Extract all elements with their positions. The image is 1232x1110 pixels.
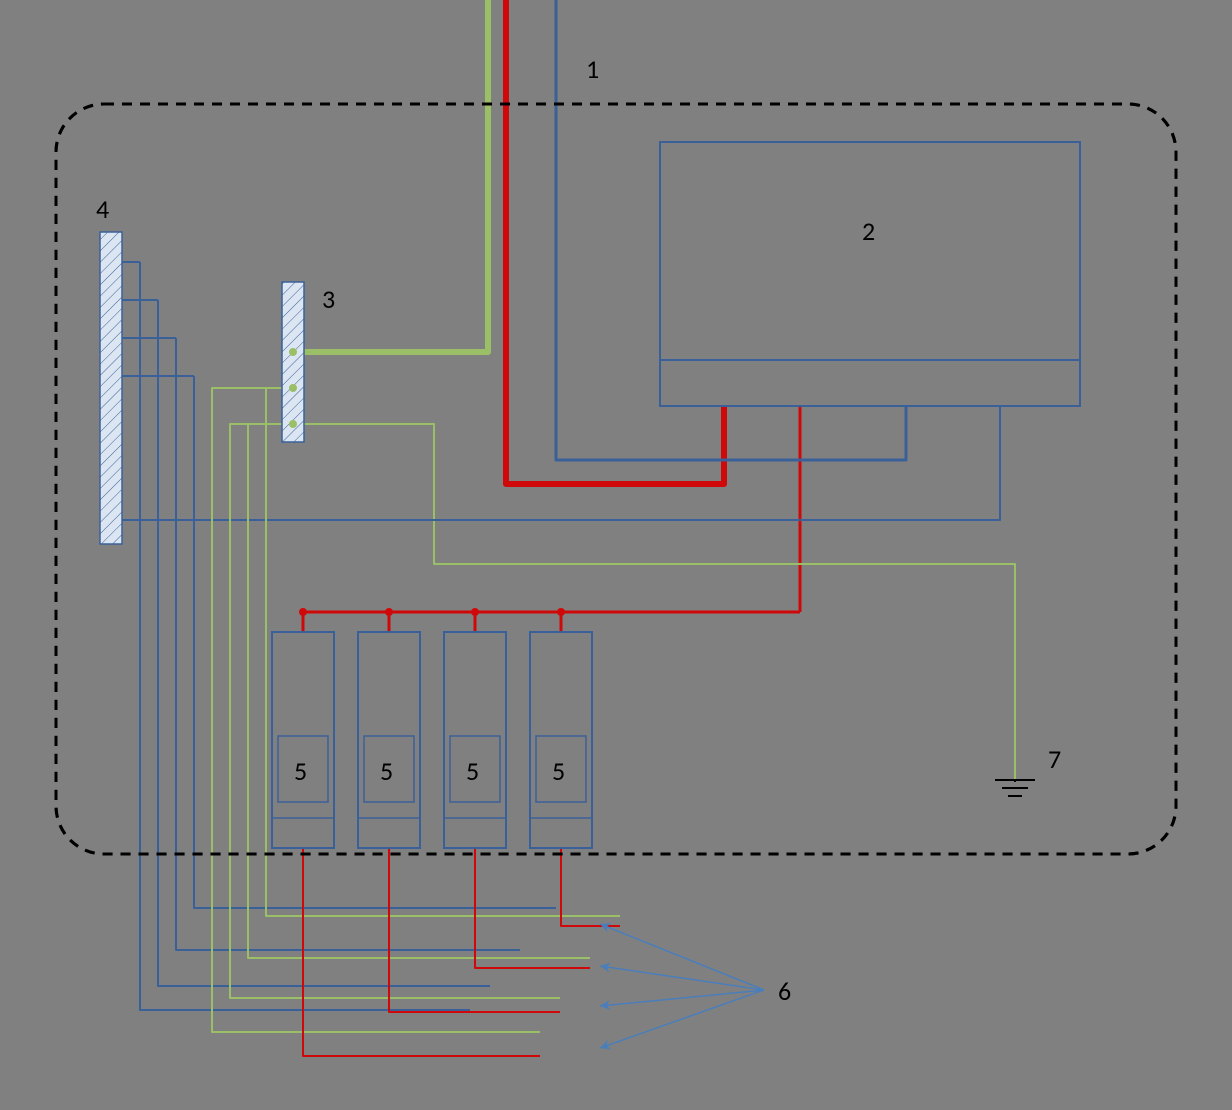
label: 5 xyxy=(294,755,307,787)
enclosure-box xyxy=(56,104,1176,854)
label: 2 xyxy=(862,215,875,247)
label: 3 xyxy=(322,283,335,315)
callout-arrow xyxy=(600,924,764,990)
bus-bar xyxy=(282,282,304,442)
label: 7 xyxy=(1048,743,1061,775)
breaker xyxy=(358,632,420,848)
meter-box xyxy=(660,142,1080,406)
label: 4 xyxy=(96,193,109,225)
label: 6 xyxy=(778,975,791,1007)
callout-arrow xyxy=(600,966,764,990)
label: 5 xyxy=(552,755,565,787)
label: 1 xyxy=(586,53,599,85)
label: 5 xyxy=(380,755,393,787)
breaker xyxy=(444,632,506,848)
breaker xyxy=(530,632,592,848)
label: 5 xyxy=(466,755,479,787)
bus-bar xyxy=(100,232,122,544)
breaker xyxy=(272,632,334,848)
